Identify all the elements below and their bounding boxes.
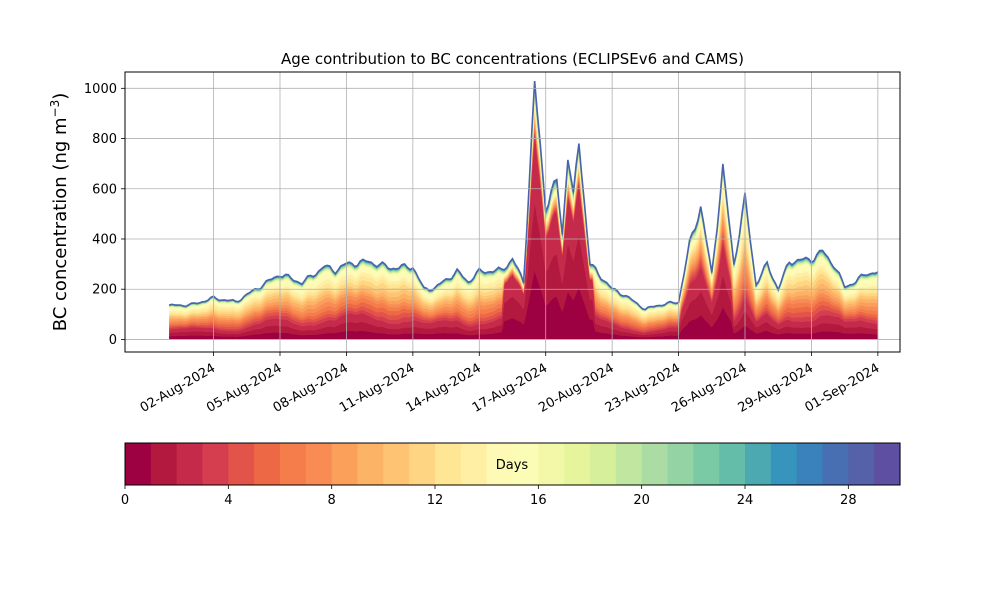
colorbar-tick-label: 16 xyxy=(530,493,547,508)
colorbar: 0 4 8 12 16 20 24 28 xyxy=(121,442,901,508)
colorbar-segment xyxy=(176,443,204,485)
x-axis: 02-Aug-202405-Aug-202408-Aug-202411-Aug-… xyxy=(138,352,883,416)
colorbar-segment xyxy=(874,443,901,485)
colorbar-segment xyxy=(331,443,359,485)
y-axis-label: BC concentration (ng m−3) xyxy=(48,93,71,332)
colorbar-frame xyxy=(124,442,901,486)
colorbar-segment xyxy=(202,443,229,485)
colorbar-segment xyxy=(745,443,772,485)
y-axis-label-close: ) xyxy=(50,93,71,100)
y-axis-label-sup: −3 xyxy=(48,100,62,118)
colorbar-segment xyxy=(383,443,410,485)
colorbar-tick-label: 0 xyxy=(121,493,129,508)
colorbar-tick-label: 24 xyxy=(737,493,754,508)
colorbar-segment xyxy=(460,443,488,485)
x-tick-label: 29-Aug-2024 xyxy=(736,361,816,416)
colorbar-tick-label: 28 xyxy=(840,493,857,508)
colorbar-segment xyxy=(512,443,539,485)
y-tick-label: 0 xyxy=(109,333,117,348)
colorbar-segment xyxy=(538,443,565,485)
colorbar-segment xyxy=(822,443,849,485)
colorbar-segment xyxy=(435,443,462,485)
plot-frame xyxy=(124,71,901,353)
colorbar-segment xyxy=(125,443,152,485)
y-tick-label: 800 xyxy=(92,132,117,147)
y-tick-label: 1000 xyxy=(84,82,117,97)
colorbar-segment xyxy=(770,443,798,485)
y-axis-label-main: BC concentration (ng m xyxy=(50,117,71,331)
colorbar-segment xyxy=(848,443,875,485)
colorbar-segment xyxy=(409,443,436,485)
colorbar-segment xyxy=(305,443,333,485)
y-tick-label: 600 xyxy=(92,182,117,197)
colorbar-segment xyxy=(228,443,255,485)
colorbar-segment xyxy=(564,443,591,485)
colorbar-segment xyxy=(641,443,669,485)
colorbar-tick-label: 20 xyxy=(633,493,650,508)
colorbar-segment xyxy=(615,443,643,485)
colorbar-segment xyxy=(150,443,178,485)
y-tick-label: 200 xyxy=(92,283,117,298)
y-tick-label: 400 xyxy=(92,232,117,247)
total-outline xyxy=(169,80,879,311)
colorbar-tick-label: 12 xyxy=(427,493,444,508)
colorbar-segment xyxy=(693,443,720,485)
colorbar-label: Days xyxy=(496,458,529,473)
colorbar-segment xyxy=(796,443,824,485)
colorbar-tick-label: 8 xyxy=(328,493,336,508)
chart-title: Age contribution to BC concentrations (E… xyxy=(281,50,744,68)
colorbar-tick-label: 4 xyxy=(224,493,232,508)
colorbar-segment xyxy=(719,443,746,485)
colorbar-segment xyxy=(254,443,281,485)
colorbar-segment xyxy=(357,443,384,485)
grid xyxy=(125,72,900,352)
colorbar-segment xyxy=(667,443,694,485)
colorbar-segment xyxy=(280,443,307,485)
y-axis: 0 200 400 600 800 1000 xyxy=(84,82,125,348)
colorbar-segment xyxy=(590,443,617,485)
x-tick-label: 01-Sep-2024 xyxy=(803,361,883,416)
plot-area xyxy=(124,71,901,353)
colorbar-segment xyxy=(486,443,514,485)
